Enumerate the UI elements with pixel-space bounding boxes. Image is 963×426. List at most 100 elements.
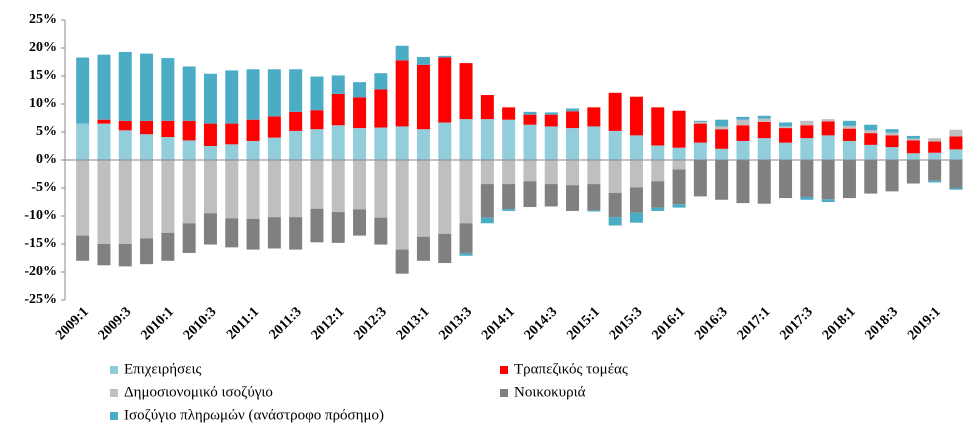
bar: [949, 136, 963, 150]
bar: [76, 160, 90, 236]
bar: [161, 137, 175, 160]
bar: [502, 184, 516, 210]
bar: [715, 129, 729, 149]
bar: [459, 63, 473, 120]
bar: [885, 132, 899, 136]
bar: [416, 236, 430, 261]
bar: [416, 160, 430, 237]
bar: [140, 120, 154, 135]
bar: [842, 140, 856, 160]
bar: [502, 119, 516, 160]
bar: [225, 123, 239, 145]
bar: [949, 160, 963, 188]
bar: [523, 124, 537, 160]
bar: [310, 110, 324, 130]
bar: [906, 138, 920, 141]
bar: [267, 217, 281, 249]
bar: [310, 160, 324, 209]
x-tick-label: 2017:1: [735, 304, 774, 343]
bar: [885, 160, 899, 192]
bar: [523, 114, 537, 125]
x-tick-label: 2015:1: [564, 304, 603, 343]
bar: [651, 160, 665, 182]
bar: [502, 160, 516, 185]
bar: [118, 130, 132, 160]
bar: [523, 160, 537, 182]
bar: [800, 125, 814, 139]
x-tick-label: 2017:3: [777, 304, 816, 343]
bar: [182, 160, 196, 224]
bar: [480, 119, 494, 160]
bar: [438, 233, 452, 264]
bar: [353, 128, 367, 160]
bar: [949, 149, 963, 160]
bar: [842, 160, 856, 199]
y-tick-label: -10%: [24, 208, 57, 223]
bar: [757, 121, 771, 139]
bar: [757, 115, 771, 119]
y-tick-label: -25%: [24, 292, 57, 307]
x-tick-label: 2012:1: [309, 304, 348, 343]
bar: [587, 184, 601, 211]
x-tick-label: 2014:3: [522, 304, 561, 343]
y-tick-label: -5%: [31, 180, 57, 195]
bar: [906, 135, 920, 139]
bar: [395, 249, 409, 274]
bar: [374, 160, 388, 218]
x-tick-label: 2018:3: [862, 304, 901, 343]
bar: [885, 129, 899, 133]
bar: [800, 138, 814, 160]
bar: [928, 141, 942, 153]
bar: [331, 75, 345, 94]
bar: [629, 212, 643, 223]
bar: [949, 129, 963, 137]
x-tick-label: 2010:1: [138, 304, 177, 343]
bar: [97, 244, 111, 266]
bar: [779, 126, 793, 129]
bar: [715, 126, 729, 130]
bar: [736, 140, 750, 160]
x-tick-label: 2016:1: [649, 304, 688, 343]
bar: [566, 185, 580, 211]
bar: [289, 130, 303, 160]
bar: [395, 45, 409, 61]
bar: [672, 110, 686, 148]
bar: [906, 153, 920, 160]
bar: [608, 193, 622, 218]
y-tick-label: 20%: [29, 40, 57, 55]
bar: [182, 66, 196, 121]
bar: [928, 152, 942, 160]
bar: [267, 116, 281, 138]
bar: [246, 140, 260, 160]
bar: [76, 235, 90, 261]
bar: [629, 160, 643, 188]
bar: [225, 70, 239, 124]
bar: [289, 111, 303, 131]
bar: [161, 58, 175, 121]
bar: [161, 232, 175, 261]
bar: [587, 160, 601, 185]
legend-swatch: [500, 366, 508, 374]
bar: [459, 223, 473, 253]
bar: [566, 160, 580, 186]
bar: [629, 135, 643, 160]
bar: [587, 210, 601, 212]
legend-swatch: [110, 366, 118, 374]
bar: [118, 51, 132, 121]
y-tick-label: 0%: [36, 152, 57, 167]
bar: [161, 160, 175, 233]
bar: [629, 187, 643, 213]
bar: [651, 145, 665, 160]
bar: [842, 120, 856, 126]
bar: [76, 57, 90, 124]
legend-swatch: [500, 389, 508, 397]
bar: [502, 107, 516, 120]
bar: [416, 129, 430, 160]
bar: [629, 96, 643, 136]
bar: [480, 160, 494, 185]
bar: [800, 160, 814, 197]
bar: [374, 89, 388, 128]
bar: [353, 82, 367, 98]
y-tick-label: -15%: [24, 236, 57, 251]
